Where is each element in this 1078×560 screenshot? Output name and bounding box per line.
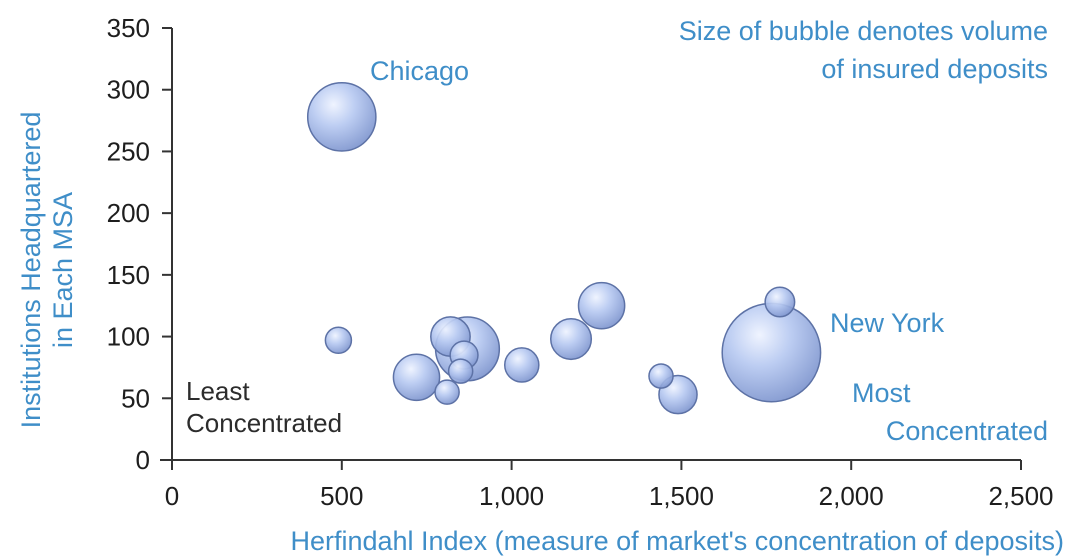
bubble [434,379,460,405]
y-axis-label-line1: Institutions Headquartered [16,112,46,429]
x-tick-label: 500 [320,481,363,511]
bubble [549,318,593,361]
bubble [648,363,674,389]
y-tick-label: 100 [107,322,150,352]
bubble [392,353,441,402]
x-axis-ticks: 0 500 1,000 1,500 2,000 2,500 [165,460,1054,511]
x-tick-label: 1,500 [649,481,714,511]
bubble [577,281,626,330]
x-axis-label: Herfindahl Index (measure of market's co… [290,526,1064,556]
least-label: Least [186,376,250,406]
y-tick-label: 50 [121,383,150,413]
y-axis-ticks: 0 50 100 150 200 250 300 350 [107,13,172,475]
y-tick-label: 300 [107,75,150,105]
y-tick-label: 250 [107,136,150,166]
size-note-line1: Size of bubble denotes volume [679,16,1048,46]
bubble-new-york [721,302,822,403]
x-tick-label: 1,000 [479,481,544,511]
new-york-label: New York [830,308,945,338]
x-tick-label: 2,000 [819,481,884,511]
x-tick-label: 2,500 [988,481,1053,511]
x-tick-label: 0 [165,481,179,511]
y-tick-label: 350 [107,13,150,43]
bubble [764,286,796,318]
y-tick-label: 150 [107,260,150,290]
bubble [324,326,353,355]
y-tick-label: 0 [136,445,150,475]
chicago-label: Chicago [370,56,469,86]
least-concentrated-label: Concentrated [186,408,342,438]
bubble-series [306,82,822,415]
size-note-line2: of insured deposits [821,54,1048,84]
most-concentrated-label: Concentrated [886,416,1048,446]
bubble [503,347,540,383]
y-tick-label: 200 [107,198,150,228]
y-axis-label-line2: in Each MSA [48,192,78,348]
most-label: Most [852,378,911,408]
bubble [447,358,474,384]
bubble-chicago [306,82,377,152]
